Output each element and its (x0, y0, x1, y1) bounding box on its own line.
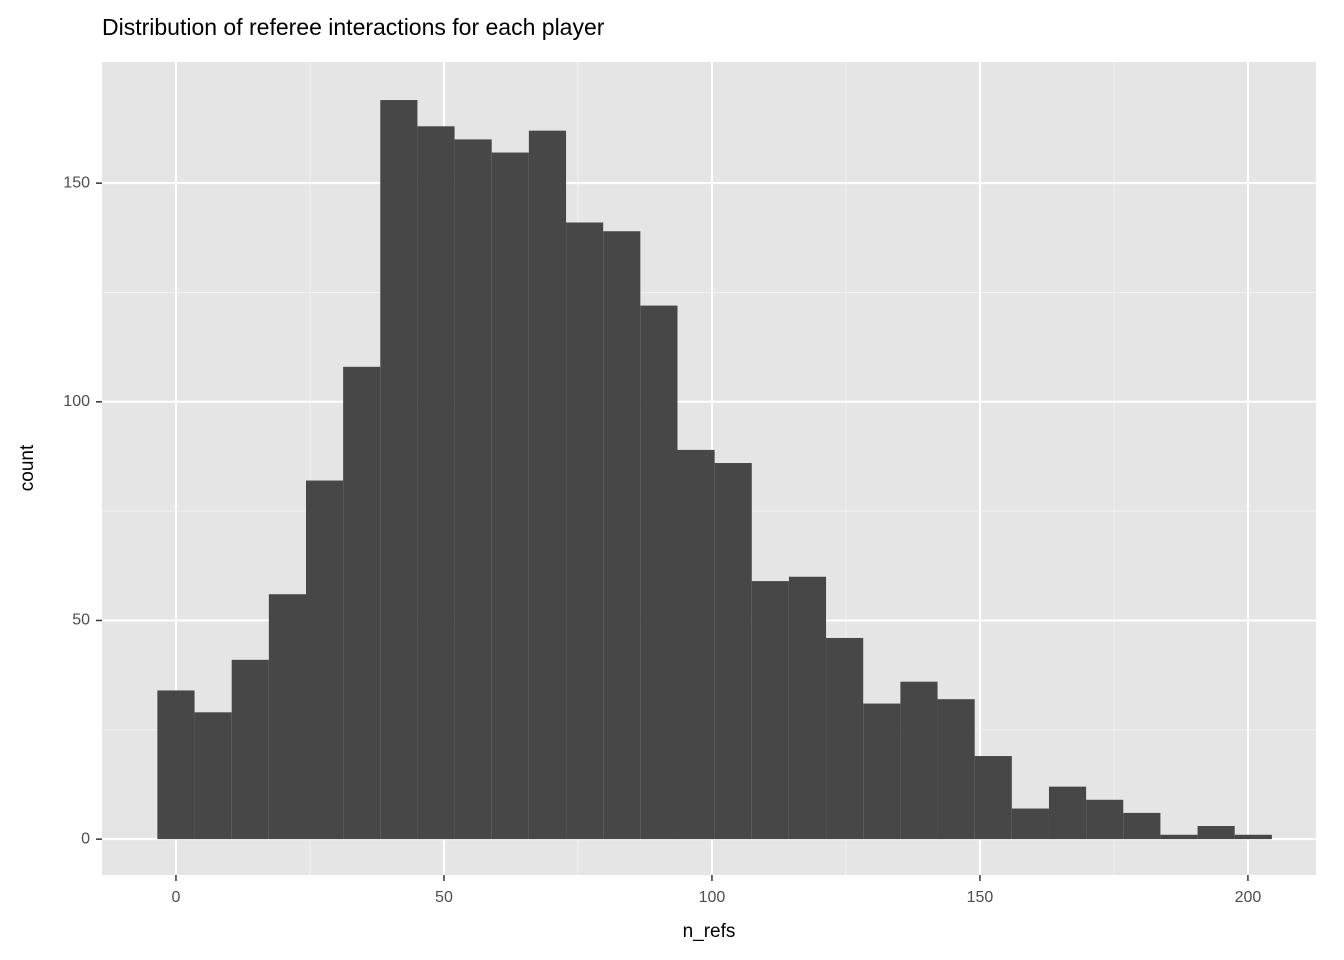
bar (454, 139, 492, 840)
bar (1234, 834, 1272, 840)
x-tick-label: 0 (172, 889, 181, 906)
bar (491, 152, 529, 840)
bar (157, 690, 195, 840)
bar (900, 681, 938, 840)
bar (1011, 808, 1049, 840)
x-tick-label: 200 (1235, 889, 1262, 906)
bar (305, 480, 344, 840)
bars (157, 100, 1272, 840)
x-tick-label: 50 (435, 889, 453, 906)
bar (231, 659, 269, 840)
x-axis-title: n_refs (683, 921, 736, 942)
bar (677, 449, 715, 840)
bar (1123, 812, 1161, 840)
bar (974, 756, 1012, 840)
bar (566, 222, 604, 840)
bar (528, 130, 567, 840)
bar (751, 581, 789, 840)
bar (603, 231, 641, 840)
chart-title: Distribution of referee interactions for… (102, 14, 605, 40)
axes: 0 50 100 150 200 0 50 100 150 (63, 174, 1261, 906)
bar (863, 703, 901, 840)
bar (1197, 826, 1235, 840)
bar (268, 594, 306, 840)
bar (380, 100, 418, 840)
y-tick-label: 0 (81, 830, 90, 847)
bar (343, 366, 381, 840)
bar (640, 305, 678, 840)
y-axis-title: count (17, 444, 38, 491)
y-tick-label: 100 (63, 393, 90, 410)
bar (194, 712, 232, 840)
x-tick-label: 150 (967, 889, 994, 906)
bar (417, 126, 455, 840)
bar (826, 637, 864, 840)
bar (937, 699, 975, 840)
bar (1048, 786, 1087, 840)
y-tick-label: 150 (63, 174, 90, 191)
bar (1160, 834, 1198, 840)
y-tick-label: 50 (72, 612, 90, 629)
bar (714, 463, 752, 840)
bar (1086, 799, 1124, 840)
bar (788, 576, 827, 840)
x-tick-label: 100 (699, 889, 726, 906)
